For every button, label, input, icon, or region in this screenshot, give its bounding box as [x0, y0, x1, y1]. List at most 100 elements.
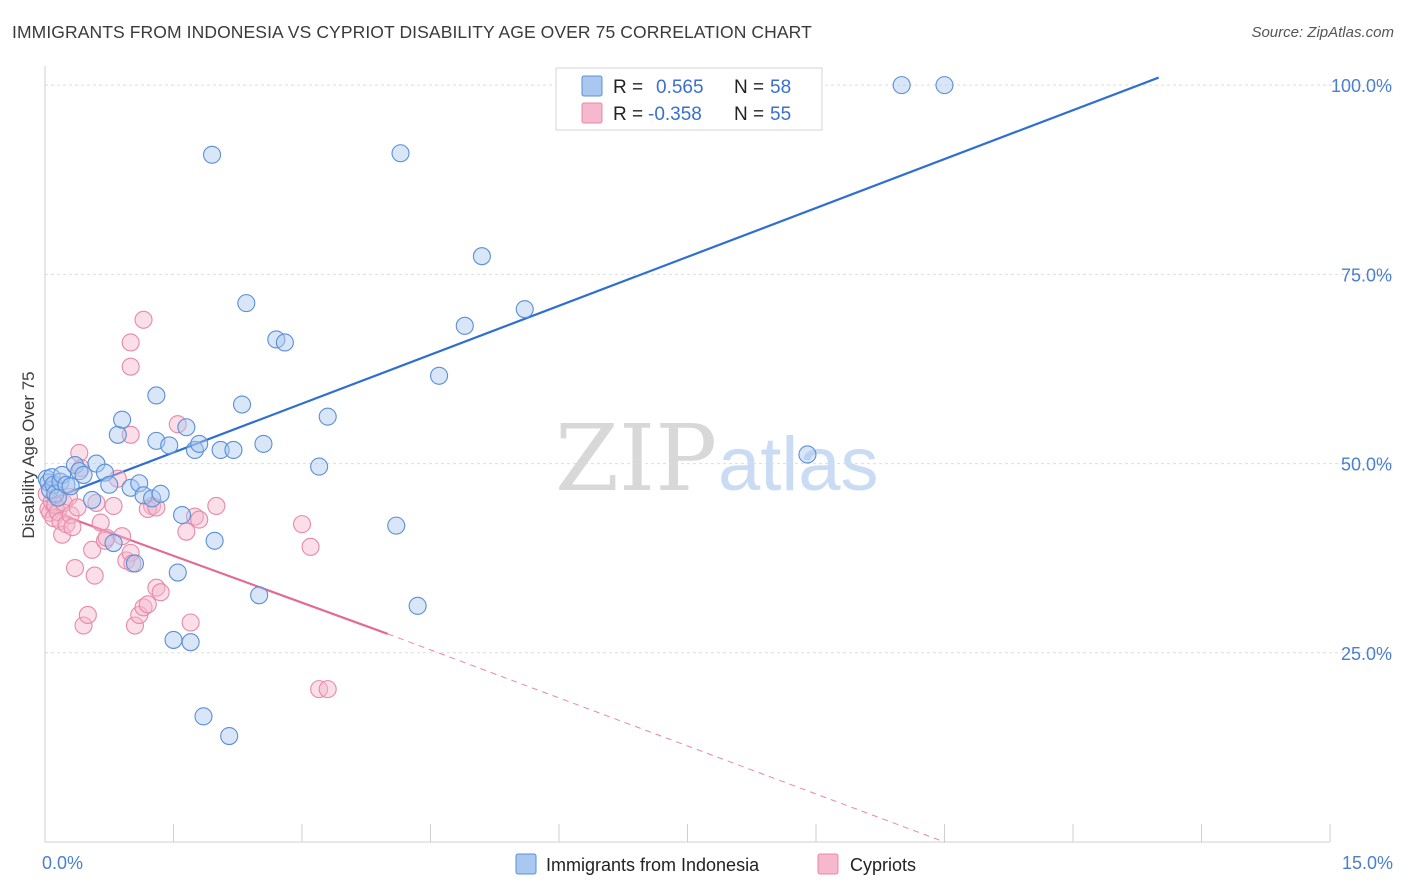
- watermark-atlas: atlas: [718, 422, 879, 507]
- legend-n-label-1: N =: [734, 77, 764, 98]
- point-cypriots: [85, 566, 104, 585]
- legend-swatch-blue: [581, 75, 603, 97]
- point-indonesia: [113, 410, 132, 429]
- point-indonesia: [48, 488, 67, 507]
- point-cypriots: [292, 515, 312, 534]
- indonesia-points: [37, 76, 954, 746]
- series-legend: Immigrants from Indonesia Cypriots: [515, 853, 916, 875]
- point-cypriots: [68, 498, 87, 517]
- point-cypriots: [134, 310, 153, 329]
- point-cypriots: [190, 510, 209, 529]
- y-tick-label: 50.0%: [1341, 455, 1392, 475]
- point-cypriots: [63, 518, 82, 537]
- y-tick-labels: 25.0% 50.0% 75.0% 100.0%: [1331, 76, 1392, 664]
- x-tick-label: 0.0%: [42, 853, 83, 873]
- legend-r-label-1: R =: [613, 77, 643, 98]
- point-cypriots: [125, 616, 144, 635]
- point-cypriots: [151, 583, 170, 602]
- legend-r-label-2: R =: [613, 104, 643, 125]
- point-indonesia: [61, 477, 80, 496]
- point-cypriots: [138, 595, 157, 614]
- point-indonesia: [143, 489, 162, 508]
- point-indonesia: [455, 316, 474, 335]
- point-cypriots: [70, 443, 89, 463]
- watermark-zip: ZIP: [555, 405, 717, 512]
- point-indonesia: [232, 395, 252, 414]
- point-cypriots: [121, 333, 140, 352]
- point-indonesia: [798, 445, 817, 464]
- point-cypriots: [121, 357, 140, 376]
- point-indonesia: [108, 425, 127, 444]
- point-cypriots: [104, 496, 123, 516]
- point-indonesia: [160, 436, 179, 455]
- point-indonesia: [220, 726, 239, 746]
- point-indonesia: [237, 294, 256, 313]
- y-axis-label: Disability Age Over 75: [19, 371, 38, 538]
- point-cypriots: [301, 537, 320, 556]
- point-cypriots: [53, 525, 72, 544]
- x-tick-labels: 0.0% 15.0%: [42, 853, 1393, 873]
- point-indonesia: [387, 516, 406, 535]
- legend-swatch-pink: [581, 102, 603, 124]
- point-indonesia: [430, 366, 449, 385]
- point-indonesia: [892, 76, 911, 95]
- point-indonesia: [254, 434, 273, 453]
- point-indonesia: [147, 386, 166, 405]
- point-cypriots: [177, 522, 196, 541]
- x-tick-label: 15.0%: [1342, 853, 1393, 873]
- point-indonesia: [74, 465, 93, 484]
- point-indonesia: [104, 533, 123, 553]
- point-cypriots: [74, 616, 93, 635]
- point-indonesia: [203, 145, 222, 164]
- grid-lines: [45, 84, 1392, 654]
- point-indonesia: [181, 633, 200, 652]
- legend-r-value-1: 0.565: [656, 77, 704, 98]
- series-label-indonesia: Immigrants from Indonesia: [546, 855, 760, 875]
- point-indonesia: [130, 474, 149, 493]
- point-indonesia: [194, 707, 213, 726]
- point-indonesia: [310, 457, 329, 476]
- y-tick-label: 25.0%: [1341, 644, 1392, 664]
- chart-title: IMMIGRANTS FROM INDONESIA VS CYPRIOT DIS…: [12, 22, 812, 42]
- point-indonesia: [95, 463, 115, 482]
- y-tick-label: 75.0%: [1341, 265, 1392, 285]
- trend-line-cypriots: [44, 507, 389, 635]
- point-cypriots: [147, 498, 166, 517]
- point-cypriots: [207, 496, 226, 516]
- point-indonesia: [190, 434, 209, 453]
- point-cypriots: [318, 680, 337, 699]
- watermark: ZIP atlas: [555, 405, 879, 512]
- series-swatch-cypriots: [817, 853, 839, 875]
- legend-n-label-2: N =: [734, 104, 764, 125]
- legend-r-value-2: -0.358: [648, 104, 702, 125]
- trend-line-cypriots-extension: [387, 633, 945, 843]
- series-label-cypriots: Cypriots: [850, 855, 916, 875]
- axes: [44, 66, 1331, 843]
- series-swatch-indonesia: [515, 853, 537, 875]
- correlation-legend: R = 0.565 N = 58 R = -0.358 N = 55: [555, 67, 823, 131]
- trend-line-indonesia: [44, 76, 1160, 503]
- point-indonesia: [151, 484, 170, 503]
- point-cypriots: [91, 513, 110, 532]
- point-indonesia: [173, 505, 192, 525]
- point-indonesia: [205, 531, 224, 550]
- point-indonesia: [250, 586, 269, 605]
- point-indonesia: [100, 475, 119, 494]
- point-indonesia: [472, 247, 491, 266]
- point-indonesia: [935, 76, 954, 95]
- source-credit: Source: ZipAtlas.com: [1251, 24, 1394, 41]
- point-indonesia: [211, 440, 230, 459]
- point-indonesia: [275, 333, 294, 352]
- point-indonesia: [164, 630, 183, 649]
- point-cypriots: [78, 605, 97, 624]
- point-cypriots: [181, 613, 200, 632]
- trend-lines: [44, 76, 1160, 843]
- point-indonesia: [391, 144, 410, 163]
- y-tick-label: 100.0%: [1331, 76, 1392, 96]
- point-cypriots: [121, 425, 140, 444]
- legend-n-value-1: 58: [770, 77, 791, 98]
- point-indonesia: [408, 596, 427, 615]
- point-indonesia: [168, 563, 187, 582]
- point-indonesia: [515, 300, 534, 319]
